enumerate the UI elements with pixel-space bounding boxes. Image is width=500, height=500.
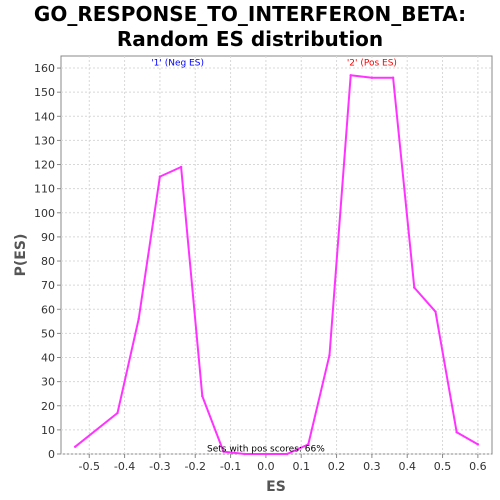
x-tick-label: 0.1 <box>292 460 310 473</box>
x-tick-label: 0.5 <box>434 460 452 473</box>
data-point <box>413 286 416 289</box>
y-tick-label: 10 <box>41 424 55 437</box>
data-point <box>179 165 183 169</box>
annotation-label: '2' (Pos ES) <box>347 59 397 69</box>
x-tick-label: -0.5 <box>79 460 100 473</box>
annotation-label: Sets with pos scores: 66% <box>207 445 325 455</box>
x-tick-label: 0.4 <box>398 460 416 473</box>
series-group <box>73 74 480 456</box>
annotations: '1' (Neg ES) '2' (Pos ES) Sets with pos sc… <box>151 59 397 455</box>
chart-title-line-1: GO_RESPONSE_TO_INTERFERON_BETA: <box>33 2 467 26</box>
data-point <box>243 452 246 456</box>
y-tick-label: 100 <box>34 207 55 220</box>
y-tick-label: 0 <box>48 448 55 461</box>
chart-title: GO_RESPONSE_TO_INTERFERON_BETA: Random E… <box>0 2 500 52</box>
y-tick-label: 20 <box>41 400 55 413</box>
y-tick-label: 110 <box>34 183 55 196</box>
y-axis-label: P(ES) <box>13 234 29 277</box>
x-tick-label: -0.2 <box>185 460 206 473</box>
x-tick-label: 0.0 <box>257 460 275 473</box>
y-tick-label: 50 <box>41 327 55 340</box>
y-tick-label: 40 <box>41 352 55 365</box>
data-point <box>285 452 289 456</box>
annotation-label: '1' (Neg ES) <box>151 59 204 69</box>
data-point <box>328 353 331 357</box>
data-point <box>349 74 352 77</box>
data-point <box>201 394 204 398</box>
x-tick-label: 0.6 <box>469 460 487 473</box>
y-tick-label: 90 <box>41 231 55 244</box>
x-tick-label: -0.4 <box>114 460 135 473</box>
data-point <box>222 450 225 453</box>
y-tick-label: 70 <box>41 279 55 292</box>
x-tick-label: 0.2 <box>328 460 346 473</box>
y-tick-label: 160 <box>34 62 55 75</box>
y-tick-label: 150 <box>34 86 55 99</box>
x-axis-ticks: -0.5 -0.4 -0.3 -0.2 -0.1 0.0 0.1 0.2 0.3 0.4 0.5 0.… <box>79 454 487 473</box>
data-point <box>391 76 395 79</box>
y-axis-ticks: 0 10 20 30 40 50 60 70 80 90 100 110 120 130 140 150 160 <box>34 62 61 461</box>
x-tick-label: 0.3 <box>363 460 381 473</box>
data-point <box>137 317 140 321</box>
data-point <box>158 175 162 178</box>
y-tick-label: 60 <box>41 303 55 316</box>
data-point <box>264 452 268 456</box>
x-tick-label: -0.3 <box>149 460 170 473</box>
data-point <box>73 445 77 448</box>
y-tick-label: 30 <box>41 376 55 389</box>
data-point <box>307 443 310 446</box>
data-point <box>116 411 119 415</box>
data-point <box>434 310 437 313</box>
y-tick-label: 120 <box>34 159 55 172</box>
y-tick-label: 80 <box>41 255 55 268</box>
data-point <box>476 443 480 446</box>
x-axis-label: ES <box>266 479 286 495</box>
data-point <box>370 76 374 79</box>
x-tick-label: -0.1 <box>220 460 241 473</box>
data-point <box>455 431 458 434</box>
y-tick-label: 140 <box>34 110 55 123</box>
chart-title-line-2: Random ES distribution <box>116 27 384 51</box>
y-tick-label: 130 <box>34 134 55 147</box>
plot-area <box>60 55 493 455</box>
